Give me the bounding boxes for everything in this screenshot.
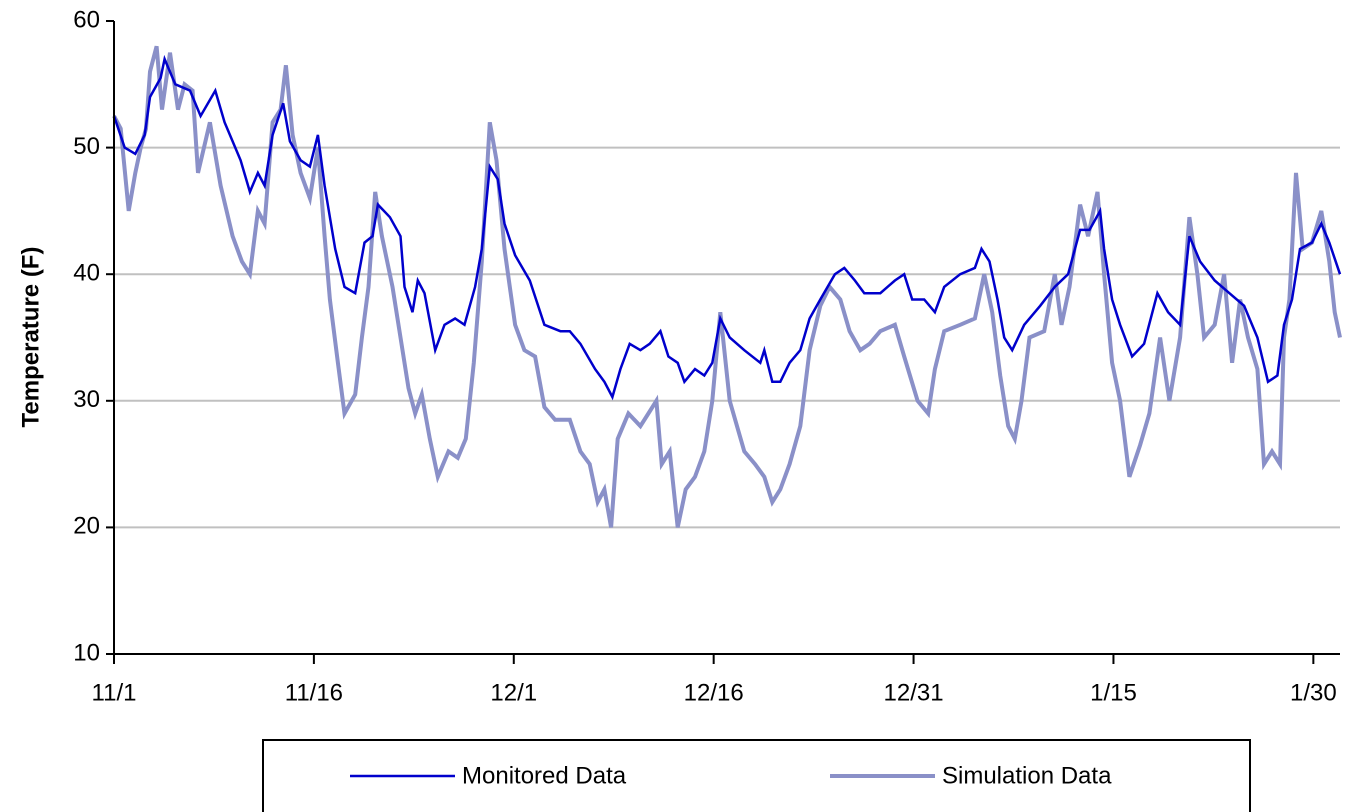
series-line	[112, 54, 1342, 401]
x-tick-label: 11/1	[92, 679, 137, 706]
legend-label: Simulation Data	[942, 762, 1112, 789]
y-axis-label: Temperature (F)	[17, 247, 44, 428]
x-tick-label: 12/1	[490, 679, 537, 706]
y-tick-label: 30	[73, 386, 100, 413]
x-tick-label: 1/15	[1090, 679, 1137, 706]
legend-label: Monitored Data	[462, 762, 627, 789]
series-line	[112, 45, 1342, 528]
y-tick-label: 20	[73, 513, 100, 540]
x-tick-label: 12/31	[884, 679, 944, 706]
x-tick-label: 1/30	[1290, 679, 1337, 706]
y-tick-label: 40	[73, 260, 100, 287]
y-tick-label: 60	[73, 6, 100, 33]
y-tick-label: 50	[73, 133, 100, 160]
y-tick-label: 10	[73, 639, 100, 666]
x-tick-label: 11/16	[285, 679, 343, 706]
x-tick-label: 12/16	[684, 679, 744, 706]
